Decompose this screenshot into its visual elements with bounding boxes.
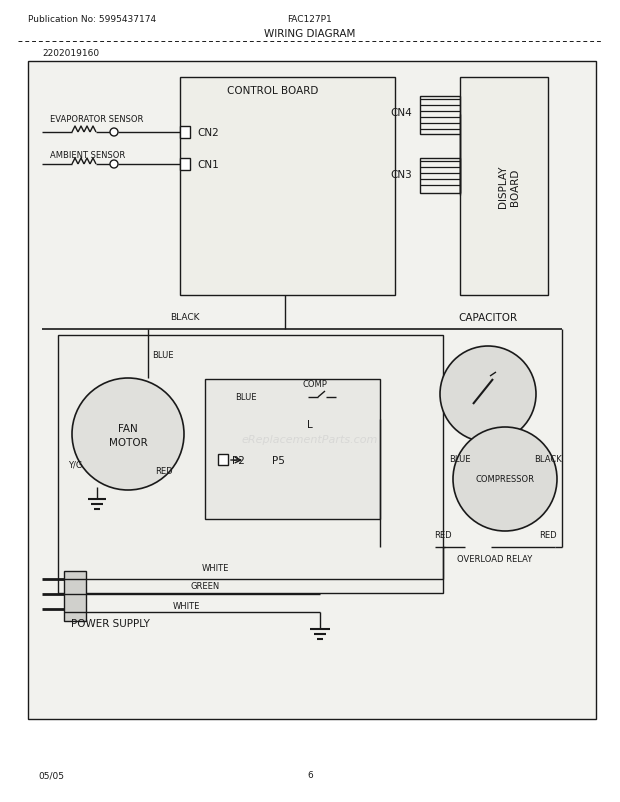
Bar [205, 379, 380, 520]
Bar [28, 62, 596, 719]
Bar [420, 97, 460, 135]
Text: FAC127P1: FAC127P1 [288, 15, 332, 25]
Text: AMBIENT SENSOR: AMBIENT SENSOR [50, 150, 125, 160]
Text: MOTOR: MOTOR [108, 437, 148, 448]
Text: EVAPORATOR SENSOR: EVAPORATOR SENSOR [50, 115, 143, 124]
Text: DISPLAY
BOARD: DISPLAY BOARD [498, 165, 520, 208]
Text: CN4: CN4 [390, 107, 412, 118]
Text: COMPRESSOR: COMPRESSOR [476, 475, 534, 484]
Text: FAN: FAN [118, 423, 138, 433]
Text: eReplacementParts.com: eReplacementParts.com [242, 435, 378, 444]
Text: P5: P5 [272, 456, 285, 465]
Text: GREEN: GREEN [190, 581, 219, 591]
Text: BLACK: BLACK [534, 455, 562, 464]
Text: Publication No: 5995437174: Publication No: 5995437174 [28, 15, 156, 25]
Circle shape [453, 427, 557, 532]
Text: COMP: COMP [303, 380, 327, 389]
Text: 05/05: 05/05 [38, 771, 64, 780]
Text: BLUE: BLUE [152, 351, 174, 360]
Text: CN2: CN2 [197, 128, 219, 138]
Text: WHITE: WHITE [172, 602, 200, 611]
Bar [58, 335, 443, 593]
Bar [180, 127, 190, 139]
Text: RED: RED [539, 531, 557, 540]
Text: WHITE: WHITE [202, 564, 229, 573]
Text: CN3: CN3 [390, 170, 412, 180]
Text: BLACK: BLACK [170, 313, 200, 322]
Text: BLUE: BLUE [450, 455, 471, 464]
Text: Y/G: Y/G [68, 460, 82, 469]
Circle shape [440, 346, 536, 443]
Circle shape [110, 129, 118, 137]
Circle shape [72, 379, 184, 490]
Text: 6: 6 [307, 771, 313, 780]
Text: P2: P2 [232, 456, 245, 465]
Text: WIRING DIAGRAM: WIRING DIAGRAM [264, 29, 356, 39]
Text: RED: RED [155, 467, 172, 476]
Text: OVERLOAD RELAY: OVERLOAD RELAY [458, 555, 533, 564]
Text: RED: RED [434, 531, 452, 540]
Bar [64, 571, 86, 622]
Bar [180, 78, 395, 296]
Circle shape [110, 160, 118, 168]
Text: CN1: CN1 [197, 160, 219, 170]
Bar [460, 78, 548, 296]
Text: CONTROL BOARD: CONTROL BOARD [227, 86, 318, 96]
Text: BLUE: BLUE [235, 393, 257, 402]
Bar [420, 159, 460, 194]
Text: L: L [307, 419, 313, 429]
Text: POWER SUPPLY: POWER SUPPLY [71, 618, 149, 628]
Bar [218, 455, 228, 465]
Bar [180, 159, 190, 171]
Text: 2202019160: 2202019160 [42, 48, 99, 58]
Text: CAPACITOR: CAPACITOR [458, 313, 518, 322]
